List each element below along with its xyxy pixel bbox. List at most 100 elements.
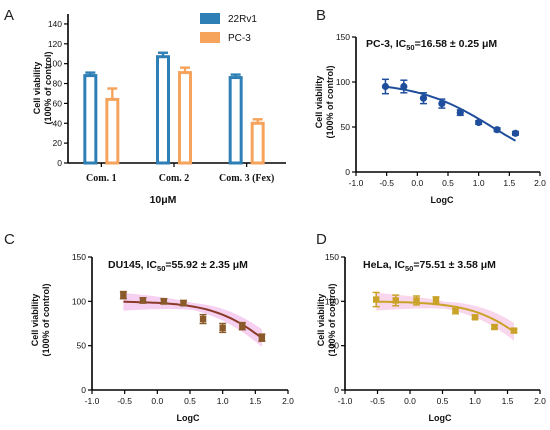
- panel-b-dose-response: B PC-3, IC50=16.58 ± 0.25 μM Cell viabil…: [314, 7, 546, 205]
- y-axis-label: Cell viability: [32, 62, 42, 115]
- x-tick-label: -1.0: [85, 396, 100, 406]
- data-point: [419, 94, 428, 102]
- x-tick-label: 2.0: [282, 396, 294, 406]
- data-point: [219, 324, 226, 332]
- data-point: [452, 307, 459, 315]
- y-tick-label: 150: [336, 32, 350, 42]
- chart-title: PC-3, IC50=16.58 ± 0.25 μM: [366, 38, 497, 52]
- y-tick-label: 100: [48, 59, 62, 69]
- y-tick-label: 60: [53, 98, 63, 108]
- x-tick-label: 1.5: [249, 396, 261, 406]
- y-tick-label: 150: [325, 252, 339, 262]
- confidence-band: [376, 292, 514, 341]
- bar: [105, 97, 120, 165]
- x-tick-label: 2.0: [534, 178, 546, 188]
- data-point: [471, 314, 479, 321]
- x-tick-label: 0.0: [411, 178, 423, 188]
- y-tick-label: 20: [53, 138, 63, 148]
- x-tick-label: 0.0: [151, 396, 163, 406]
- bar: [178, 71, 192, 165]
- x-tick-label: 2.0: [534, 396, 546, 406]
- y-tick-label: 0: [81, 385, 86, 395]
- x-tick-label: 0.0: [404, 396, 416, 406]
- panel-letter: C: [4, 231, 15, 248]
- y-tick-label: 100: [336, 77, 350, 87]
- confidence-band: [123, 292, 262, 347]
- data-point: [491, 323, 498, 331]
- y-tick-label: 50: [341, 122, 351, 132]
- y-tick-label: 0: [57, 158, 62, 168]
- y-tick-label: 50: [330, 341, 340, 351]
- data-point: [456, 109, 464, 117]
- data-point: [258, 334, 266, 341]
- y-tick-label: 80: [53, 79, 63, 89]
- chart-title: DU145, IC50=55.92 ± 2.35 μM: [108, 259, 248, 273]
- data-point: [239, 322, 246, 330]
- panel-letter: A: [4, 7, 14, 24]
- y-tick-label: 0: [334, 385, 339, 395]
- data-point: [160, 298, 168, 305]
- data-point: [432, 297, 440, 304]
- y-tick-label: 140: [48, 19, 62, 29]
- data-point: [400, 82, 408, 91]
- legend-label-pc3: PC-3: [228, 33, 251, 44]
- y-axis-label: Cell viability: [30, 294, 40, 347]
- x-tick-label: 0.5: [184, 396, 196, 406]
- bar: [250, 121, 265, 165]
- legend-swatch-pc3: [200, 32, 220, 43]
- x-tick-label: 1.0: [473, 178, 485, 188]
- panel-a-bar-chart: A Cell viability (100% of control) 10μM …: [4, 7, 286, 206]
- data-point: [511, 129, 520, 137]
- panel-letter: D: [316, 231, 327, 248]
- x-tick-label: 0.5: [442, 178, 454, 188]
- x-tick-label: 1.5: [503, 178, 515, 188]
- x-tick-label: Com. 1: [86, 173, 117, 184]
- panel-c-dose-response: C DU145, IC50=55.92 ± 2.35 μM Cell viabi…: [4, 231, 294, 423]
- x-axis-label: 10μM: [150, 194, 177, 206]
- y-axis-label: Cell viability: [316, 294, 326, 347]
- y-tick-label: 50: [77, 341, 87, 351]
- data-point: [180, 299, 187, 307]
- data-point: [392, 297, 399, 304]
- x-tick-label: 0.5: [437, 396, 449, 406]
- legend-swatch-22rv1: [200, 13, 220, 24]
- x-axis-label: LogC: [431, 195, 454, 205]
- x-tick-label: 1.0: [469, 396, 481, 406]
- x-axis-label: LogC: [177, 413, 200, 423]
- chart-title: HeLa, IC50=75.51 ± 3.58 μM: [363, 259, 496, 273]
- y-tick-label: 40: [53, 118, 63, 128]
- x-tick-label: -1.0: [349, 178, 364, 188]
- legend-label-22rv1: 22Rv1: [228, 14, 257, 25]
- fit-curve: [376, 300, 515, 333]
- data-point: [475, 118, 483, 127]
- x-tick-label: -0.5: [379, 178, 394, 188]
- y-axis-label-units: (100% of control): [43, 51, 53, 124]
- y-axis-label-units: (100% of control): [325, 65, 335, 138]
- data-point: [373, 296, 380, 303]
- x-tick-label: Com. 2: [159, 173, 190, 184]
- y-tick-label: 120: [48, 39, 62, 49]
- panel-letter: B: [316, 7, 326, 24]
- data-point: [199, 315, 207, 323]
- bar: [83, 74, 98, 165]
- x-tick-label: -0.5: [370, 396, 385, 406]
- legend: 22Rv1 PC-3: [200, 13, 257, 44]
- data-point: [413, 297, 420, 304]
- y-tick-label: 100: [72, 296, 86, 306]
- y-axis-label-units: (100% of control): [327, 283, 337, 356]
- data-point: [493, 126, 501, 134]
- bar: [156, 55, 170, 165]
- data-point: [120, 291, 127, 299]
- x-tick-label: -1.0: [338, 396, 353, 406]
- data-point: [381, 82, 390, 91]
- y-axis-label: Cell viability: [314, 76, 324, 129]
- data-point: [510, 327, 518, 334]
- y-axis-label-units: (100% of control): [41, 283, 51, 356]
- data-point: [139, 297, 147, 304]
- panel-d-dose-response: D HeLa, IC50=75.51 ± 3.58 μM Cell viabil…: [316, 231, 546, 423]
- x-axis-label: LogC: [429, 413, 452, 423]
- x-tick-label: -0.5: [117, 396, 132, 406]
- y-tick-label: 100: [325, 296, 339, 306]
- bar: [228, 76, 243, 165]
